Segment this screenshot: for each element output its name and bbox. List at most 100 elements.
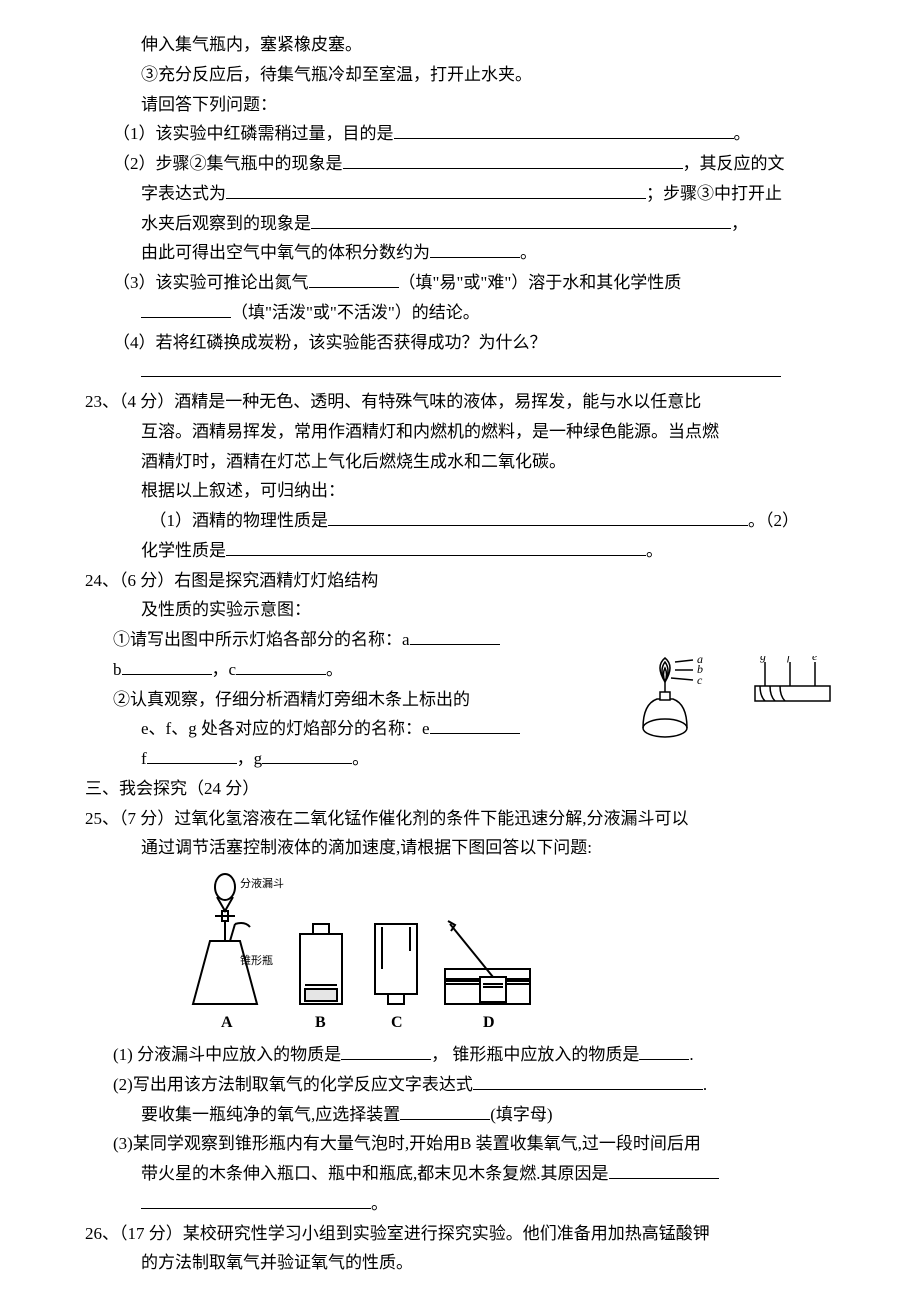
label-B: B [315, 1014, 326, 1031]
blank-fill[interactable] [226, 182, 646, 199]
blank-fill[interactable] [639, 1043, 689, 1060]
blank-fill[interactable] [400, 1103, 490, 1120]
q24-line: ①请写出图中所示灯焰各部分的名称：a [85, 625, 835, 655]
q25-q3b: 带火星的木条伸入瓶口、瓶中和瓶底,都末见木条复燃.其原因是 [85, 1159, 835, 1189]
q2-line: 由此可得出空气中氧气的体积分数约为 。 [85, 238, 835, 268]
label-D: D [483, 1014, 495, 1031]
q4-blank [85, 357, 835, 387]
blank-fill[interactable] [328, 509, 748, 526]
blank-fill[interactable] [473, 1073, 703, 1090]
q25-q3c: 。 [85, 1189, 835, 1219]
q23-line: 根据以上叙述，可归纳出： [85, 476, 835, 506]
q24-container: 24、（6 分）右图是探究酒精灯灯焰结构 及性质的实验示意图： ①请写出图中所示… [85, 566, 835, 774]
text-fragment: 由此可得出空气中氧气的体积分数约为 [141, 243, 430, 262]
text-fragment: 。 [371, 1194, 388, 1213]
text-fragment: （1）该实验中红磷需稍过量，目的是 [113, 124, 394, 143]
blank-fill[interactable] [236, 658, 326, 675]
q23-line: （1）酒精的物理性质是。（2） [85, 506, 835, 536]
blank-fill[interactable] [309, 271, 399, 288]
label-C: C [391, 1014, 403, 1031]
q24-figure: a b c g f e [605, 656, 845, 741]
blank-fill[interactable] [410, 628, 500, 645]
q25-figure: 分液漏斗 锥形瓶 A B C [185, 869, 545, 1034]
q26-line: 的方法制取氧气并验证氧气的性质。 [85, 1248, 835, 1278]
flask-label: 锥形瓶 [240, 953, 273, 967]
q23-line: 互溶。酒精易挥发，常用作酒精灯和内燃机的燃料，是一种绿色能源。当点燃 [85, 417, 835, 447]
text-fragment: 。（2） [748, 511, 799, 530]
text-fragment: 。 [520, 243, 537, 262]
q24-line: f，g。 [85, 744, 835, 774]
text-fragment: ①请写出图中所示灯焰各部分的名称：a [113, 630, 410, 649]
q25-q3: (3)某同学观察到锥形瓶内有大量气泡时,开始用B 装置收集氧气,过一段时间后用 [85, 1129, 835, 1159]
text-fragment: . [689, 1045, 693, 1064]
text-fragment: (2)写出用该方法制取氧气的化学反应文字表达式 [113, 1075, 473, 1094]
text-fragment: 字表达式为 [141, 184, 226, 203]
text-fragment: 带火星的木条伸入瓶口、瓶中和瓶底,都末见木条复燃.其原因是 [141, 1164, 609, 1183]
text-fragment: e、f、g 处各对应的灯焰部分的名称：e [141, 719, 430, 738]
text-line: 伸入集气瓶内，塞紧橡皮塞。 [85, 30, 835, 60]
blank-fill[interactable] [141, 301, 231, 318]
label-f: f [787, 656, 792, 663]
text-fragment: 。 [326, 660, 343, 679]
text-fragment: ， 锥形瓶中应放入的物质是 [431, 1045, 639, 1064]
blank-fill[interactable] [141, 1192, 371, 1209]
label-c: c [697, 673, 703, 687]
label-g: g [760, 656, 766, 663]
blank-fill[interactable] [609, 1162, 719, 1179]
text-fragment: b [113, 660, 122, 679]
blank-fill[interactable] [430, 241, 520, 258]
q2-line: 字表达式为 ；步骤③中打开止 [85, 179, 835, 209]
q23-head: 23、（4 分）酒精是一种无色、透明、有特殊气味的液体，易挥发，能与水以任意比 [85, 387, 835, 417]
label-A: A [221, 1014, 233, 1031]
blank-fill[interactable] [141, 360, 781, 377]
q2-line: 水夹后观察到的现象是 ， [85, 209, 835, 239]
blank-fill[interactable] [341, 1043, 431, 1060]
text-fragment: ；步骤③中打开止 [646, 184, 782, 203]
q25-q2b: 要收集一瓶纯净的氧气,应选择装置 (填字母) [85, 1100, 835, 1130]
text-fragment: . [703, 1075, 707, 1094]
apparatus-diagram: 分液漏斗 锥形瓶 A B C [185, 869, 545, 1034]
q24-head: 24、（6 分）右图是探究酒精灯灯焰结构 [85, 566, 835, 596]
blank-fill[interactable] [430, 717, 520, 734]
text-fragment: 水夹后观察到的现象是 [141, 214, 311, 233]
q24-line: 及性质的实验示意图： [85, 595, 835, 625]
text-fragment: 。 [734, 124, 751, 143]
text-fragment: （2）步骤②集气瓶中的现象是 [113, 154, 343, 173]
q25-q1: (1) 分液漏斗中应放入的物质是 ， 锥形瓶中应放入的物质是. [85, 1040, 835, 1070]
q23-line: 酒精灯时，酒精在灯芯上气化后燃烧生成水和二氧化碳。 [85, 447, 835, 477]
q25-head: 25、（7 分）过氧化氢溶液在二氧化锰作催化剂的条件下能迅速分解,分液漏斗可以 [85, 804, 835, 834]
text-fragment: 化学性质是 [141, 541, 226, 560]
text-fragment: （3）该实验可推论出氮气 [113, 273, 309, 292]
blank-fill[interactable] [226, 539, 646, 556]
blank-fill[interactable] [311, 212, 731, 229]
q26-head: 26、（17 分）某校研究性学习小组到实验室进行探究实验。他们准备用加热高锰酸钾 [85, 1219, 835, 1249]
text-fragment: (填字母) [490, 1105, 552, 1124]
text-fragment: ，其反应的文 [683, 154, 785, 173]
document-body: 伸入集气瓶内，塞紧橡皮塞。 ③充分反应后，待集气瓶冷却至室温，打开止水夹。 请回… [85, 30, 835, 1278]
text-line: 请回答下列问题： [85, 90, 835, 120]
label-e: e [812, 656, 818, 663]
text-fragment: ，c [212, 660, 237, 679]
q4-line: （4）若将红磷换成炭粉，该实验能否获得成功？为什么？ [85, 328, 835, 358]
q25-q2: (2)写出用该方法制取氧气的化学反应文字表达式. [85, 1070, 835, 1100]
blank-fill[interactable] [343, 152, 683, 169]
blank-fill[interactable] [147, 747, 237, 764]
text-fragment: 。 [646, 541, 663, 560]
text-fragment: (1) 分液漏斗中应放入的物质是 [113, 1045, 341, 1064]
q3-line: （填"活泼"或"不活泼"）的结论。 [85, 298, 835, 328]
q1-line: （1）该实验中红磷需稍过量，目的是 。 [85, 119, 835, 149]
blank-fill[interactable] [262, 747, 352, 764]
text-line: ③充分反应后，待集气瓶冷却至室温，打开止水夹。 [85, 60, 835, 90]
q2-line: （2）步骤②集气瓶中的现象是 ，其反应的文 [85, 149, 835, 179]
text-fragment: （填"活泼"或"不活泼"）的结论。 [231, 303, 480, 322]
text-fragment: 要收集一瓶纯净的氧气,应选择装置 [141, 1105, 400, 1124]
text-fragment: ，g [237, 749, 263, 768]
text-fragment: （填"易"或"难"）溶于水和其化学性质 [399, 273, 682, 292]
text-fragment: ， [731, 214, 748, 233]
text-fragment: 。 [352, 749, 369, 768]
blank-fill[interactable] [122, 658, 212, 675]
blank-fill[interactable] [394, 122, 734, 139]
q25-line: 通过调节活塞控制液体的滴加速度,请根据下图回答以下问题: [85, 833, 835, 863]
q3-line: （3）该实验可推论出氮气 （填"易"或"难"）溶于水和其化学性质 [85, 268, 835, 298]
q23-line: 化学性质是 。 [85, 536, 835, 566]
